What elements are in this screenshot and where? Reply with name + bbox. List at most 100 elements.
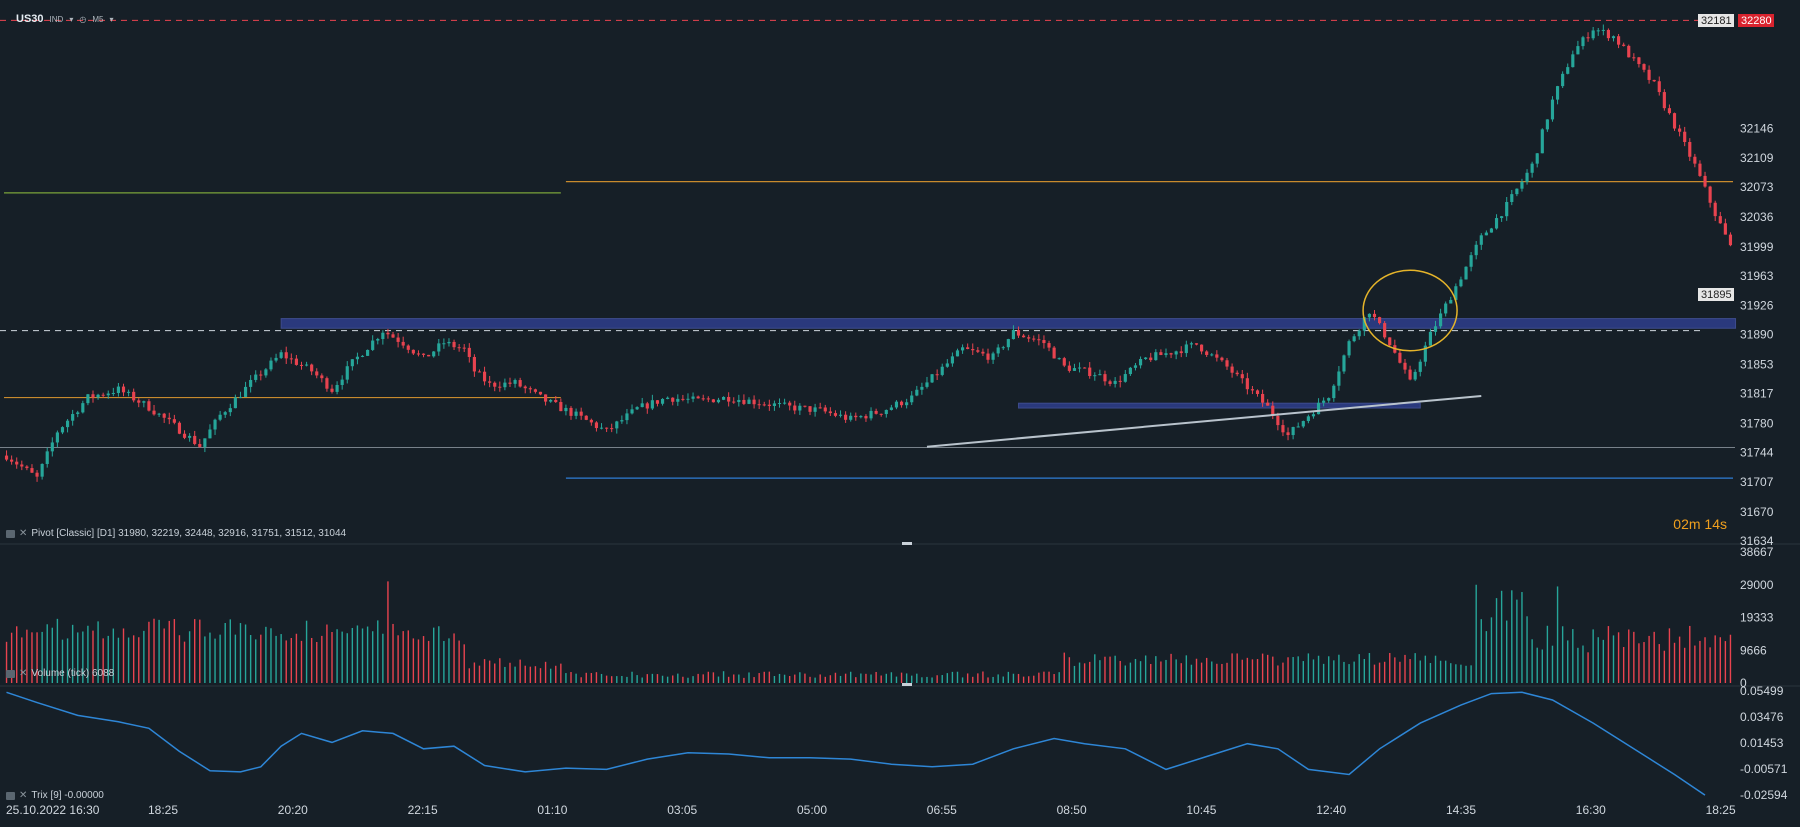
- candle-body[interactable]: [1316, 402, 1321, 415]
- candle-body[interactable]: [437, 343, 441, 352]
- candle-body[interactable]: [788, 402, 792, 406]
- candle-body[interactable]: [1550, 99, 1555, 120]
- close-icon[interactable]: ✕: [19, 790, 28, 801]
- trix-line[interactable]: [6, 691, 1706, 796]
- candle-body[interactable]: [1515, 188, 1519, 195]
- candle-body[interactable]: [650, 400, 654, 409]
- candle-body[interactable]: [493, 382, 497, 387]
- candle-body[interactable]: [1271, 405, 1275, 416]
- candle-body[interactable]: [554, 399, 558, 403]
- candle-body[interactable]: [1479, 235, 1483, 245]
- candle-body[interactable]: [945, 363, 949, 367]
- candle-body[interactable]: [793, 405, 797, 411]
- candle-body[interactable]: [635, 407, 639, 410]
- candle-body[interactable]: [1678, 128, 1682, 132]
- candle-body[interactable]: [610, 428, 614, 430]
- candle-body[interactable]: [203, 438, 207, 447]
- candle-body[interactable]: [259, 374, 263, 376]
- candle-body[interactable]: [747, 399, 751, 404]
- candle-body[interactable]: [1423, 345, 1427, 362]
- candle-body[interactable]: [86, 394, 90, 404]
- candle-body[interactable]: [1347, 341, 1351, 356]
- candle-body[interactable]: [320, 375, 324, 379]
- candle-body[interactable]: [1693, 156, 1697, 164]
- candle-body[interactable]: [111, 392, 115, 394]
- candle-body[interactable]: [60, 427, 65, 433]
- candle-body[interactable]: [91, 394, 95, 398]
- candle-body[interactable]: [833, 413, 838, 416]
- candle-body[interactable]: [1215, 354, 1219, 358]
- candle-body[interactable]: [1586, 37, 1590, 39]
- candle-body[interactable]: [249, 379, 253, 387]
- candle-body[interactable]: [1245, 378, 1249, 390]
- candle-body[interactable]: [844, 414, 848, 420]
- candle-body[interactable]: [910, 395, 914, 403]
- candle-body[interactable]: [1494, 218, 1499, 229]
- candle-body[interactable]: [823, 407, 827, 412]
- candle-body[interactable]: [345, 366, 349, 380]
- candle-body[interactable]: [1037, 339, 1041, 341]
- candle-body[interactable]: [955, 350, 960, 357]
- candle-body[interactable]: [1571, 54, 1575, 68]
- candle-body[interactable]: [864, 416, 868, 419]
- candle-body[interactable]: [950, 356, 954, 364]
- candle-body[interactable]: [472, 356, 476, 372]
- candle-body[interactable]: [1113, 380, 1117, 384]
- candle-body[interactable]: [777, 403, 782, 405]
- candle-body[interactable]: [1133, 365, 1138, 368]
- candle-body[interactable]: [71, 414, 75, 421]
- price-panel[interactable]: [0, 19, 1800, 545]
- candle-body[interactable]: [10, 459, 14, 462]
- candle-body[interactable]: [289, 358, 293, 360]
- candle-body[interactable]: [1016, 330, 1021, 336]
- candle-body[interactable]: [284, 352, 288, 359]
- candle-body[interactable]: [1027, 337, 1031, 339]
- candle-body[interactable]: [416, 353, 421, 355]
- candle-body[interactable]: [1454, 286, 1458, 300]
- candle-body[interactable]: [421, 353, 426, 355]
- candle-body[interactable]: [854, 415, 858, 418]
- candle-body[interactable]: [615, 421, 619, 429]
- candle-body[interactable]: [1032, 338, 1036, 340]
- supply-demand-zone[interactable]: [280, 318, 1737, 329]
- candle-body[interactable]: [223, 412, 227, 415]
- candle-body[interactable]: [828, 411, 832, 414]
- candle-body[interactable]: [1118, 380, 1122, 382]
- candle-body[interactable]: [1194, 343, 1199, 345]
- candle-body[interactable]: [884, 409, 888, 415]
- candle-body[interactable]: [1261, 393, 1265, 403]
- candle-body[interactable]: [1062, 358, 1066, 366]
- candle-body[interactable]: [1189, 343, 1193, 345]
- candle-body[interactable]: [1657, 81, 1661, 93]
- candle-body[interactable]: [411, 349, 415, 354]
- candle-body[interactable]: [798, 405, 802, 411]
- candle-body[interactable]: [340, 379, 344, 385]
- candle-body[interactable]: [167, 417, 171, 420]
- candle-body[interactable]: [976, 350, 980, 352]
- candle-body[interactable]: [335, 384, 339, 392]
- indicator-settings-icon[interactable]: [6, 669, 15, 678]
- candle-body[interactable]: [940, 366, 944, 375]
- candle-body[interactable]: [803, 405, 807, 407]
- candle-body[interactable]: [1576, 46, 1580, 55]
- candle-body[interactable]: [264, 369, 268, 376]
- candle-body[interactable]: [899, 401, 904, 406]
- candle-body[interactable]: [233, 397, 237, 409]
- candle-body[interactable]: [1383, 323, 1387, 338]
- candle-body[interactable]: [620, 420, 624, 422]
- candle-body[interactable]: [544, 394, 548, 402]
- candle-body[interactable]: [1520, 181, 1524, 189]
- candle-body[interactable]: [986, 353, 990, 360]
- candle-body[interactable]: [808, 406, 812, 412]
- candle-body[interactable]: [45, 451, 49, 464]
- candle-body[interactable]: [1128, 367, 1132, 375]
- candle-body[interactable]: [457, 347, 461, 349]
- candle-body[interactable]: [1022, 335, 1026, 338]
- candle-body[interactable]: [1723, 223, 1727, 235]
- close-icon[interactable]: ✕: [19, 528, 28, 539]
- candle-body[interactable]: [528, 388, 532, 390]
- trix-indicator-label[interactable]: ✕ Trix [9] -0.00000: [6, 790, 104, 801]
- candle-body[interactable]: [686, 398, 690, 400]
- candle-body[interactable]: [1149, 357, 1153, 361]
- candle-body[interactable]: [538, 391, 543, 395]
